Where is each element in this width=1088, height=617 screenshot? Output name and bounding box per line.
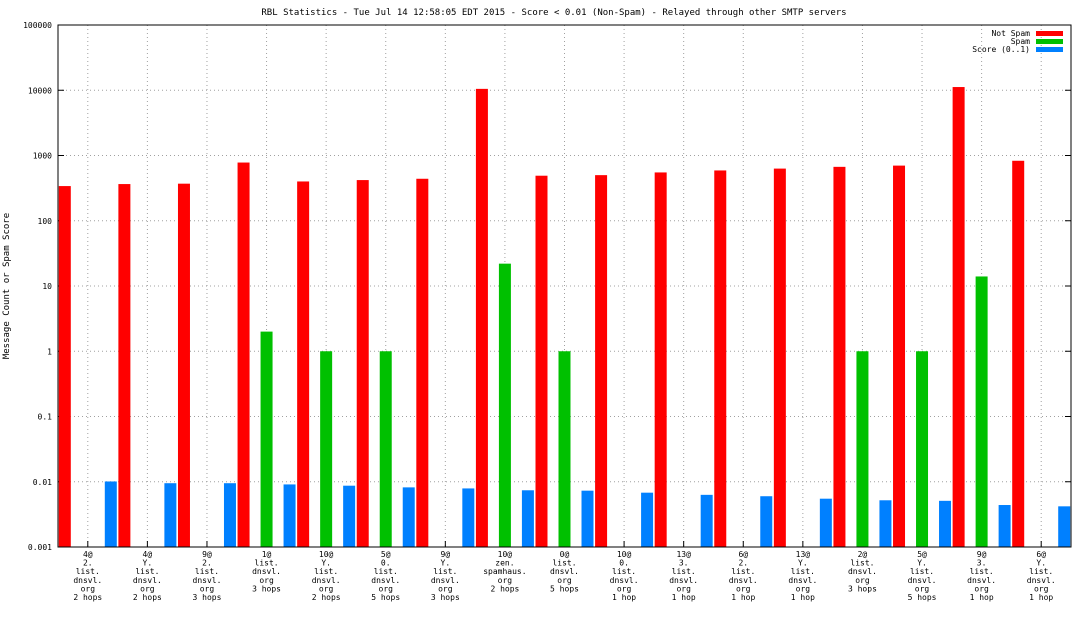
bar-not-spam (177, 183, 190, 547)
bar-not-spam (356, 180, 369, 547)
bar-spam (260, 331, 273, 547)
bar-not-spam (654, 172, 667, 547)
bar-score-0-1 (819, 498, 832, 547)
bar-score-0-1 (521, 490, 534, 547)
bar-spam (975, 276, 988, 547)
x-tick-label: 4@ 2. list. dnsvl. org 2 hops (73, 550, 102, 602)
legend-swatch (1036, 39, 1063, 44)
bar-not-spam (1012, 160, 1025, 547)
x-tick-label: 0@ list. dnsvl. org 5 hops (550, 550, 579, 593)
x-tick-label: 13@ Y. list. dnsvl. org 1 hop (788, 550, 817, 602)
legend-swatch (1036, 47, 1063, 52)
bar-spam (320, 351, 333, 547)
bar-score-0-1 (223, 483, 236, 547)
bar-score-0-1 (1058, 506, 1071, 547)
bar-not-spam (833, 166, 846, 547)
x-tick-label: 9@ Y. list. dnsvl. org 3 hops (431, 550, 460, 602)
y-tick-label: 1000 (33, 152, 52, 161)
x-tick-label: 6@ 2. list. dnsvl. org 1 hop (729, 550, 758, 602)
bar-score-0-1 (641, 492, 654, 547)
x-tick-label: 10@ zen. spamhaus. org 2 hops (483, 550, 526, 593)
y-tick-label: 100 (38, 217, 53, 226)
bar-score-0-1 (879, 500, 892, 547)
bar-not-spam (237, 162, 250, 547)
y-tick-label: 100000 (23, 21, 52, 30)
x-tick-label: 4@ Y. list. dnsvl. org 2 hops (133, 550, 162, 602)
y-tick-label: 0.01 (33, 478, 52, 487)
plot-frame (57, 24, 1072, 548)
bar-not-spam (773, 168, 786, 548)
bar-score-0-1 (104, 481, 117, 547)
y-tick-label: 10000 (28, 86, 52, 95)
chart-title: RBL Statistics - Tue Jul 14 12:58:05 EDT… (261, 8, 846, 18)
y-tick-label: 0.1 (38, 413, 53, 422)
x-tick-label: 5@ 0. list. dnsvl. org 5 hops (371, 550, 400, 602)
x-tick-label: 5@ Y. list. dnsvl. org 5 hops (908, 550, 937, 602)
bar-spam (856, 351, 869, 547)
x-tick-label: 10@ 0. list. dnsvl. org 1 hop (610, 550, 639, 602)
legend-label: Spam (1011, 37, 1030, 46)
bar-spam (379, 351, 392, 547)
bar-score-0-1 (402, 487, 415, 547)
legend-swatch (1036, 31, 1063, 36)
bar-not-spam (118, 184, 131, 547)
x-tick-label: 9@ 2. list. dnsvl. org 3 hops (193, 550, 222, 602)
bar-not-spam (893, 165, 906, 547)
bars-layer (58, 87, 1071, 548)
y-axis-label: Message Count or Spam Score (2, 213, 12, 359)
bar-not-spam (475, 88, 488, 547)
bar-not-spam (535, 175, 548, 547)
bar-score-0-1 (283, 484, 296, 547)
y-tick-label: 0.001 (28, 543, 52, 552)
y-tick-label: 1 (47, 347, 52, 356)
bar-score-0-1 (700, 494, 713, 547)
bar-spam (498, 263, 511, 547)
bar-not-spam (416, 178, 429, 547)
x-tick-label: 13@ 3. list. dnsvl. org 1 hop (669, 550, 698, 602)
x-tick-label: 1@ list. dnsvl. org 3 hops (252, 550, 281, 593)
bar-not-spam (714, 170, 727, 547)
bar-score-0-1 (462, 488, 475, 547)
bar-score-0-1 (581, 490, 594, 547)
x-tick-label: 2@ list. dnsvl. org 3 hops (848, 550, 877, 593)
bar-not-spam (58, 186, 71, 548)
bar-score-0-1 (998, 505, 1011, 547)
x-tick-label: 10@ Y. list. dnsvl. org 2 hops (312, 550, 341, 602)
bar-not-spam (952, 87, 965, 548)
bar-score-0-1 (760, 496, 773, 547)
bar-not-spam (297, 181, 310, 548)
bar-score-0-1 (939, 500, 952, 547)
tick-labels: 0.001 0.01 0.1 1 10 100 1000 10000 100000 4@ 2. lis… (23, 21, 1056, 602)
bar-score-0-1 (343, 485, 356, 547)
legend-label: Not Spam (991, 29, 1030, 38)
bar-spam (916, 351, 929, 547)
bar-not-spam (595, 175, 608, 547)
legend-label: Score (0..1) (972, 45, 1030, 54)
bar-score-0-1 (164, 483, 177, 547)
y-tick-label: 10 (42, 282, 52, 291)
x-tick-label: 9@ 3. list. dnsvl. org 1 hop (967, 550, 996, 602)
x-tick-label: 6@ Y. list. dnsvl. org 1 hop (1027, 550, 1056, 602)
bar-spam (558, 351, 571, 547)
